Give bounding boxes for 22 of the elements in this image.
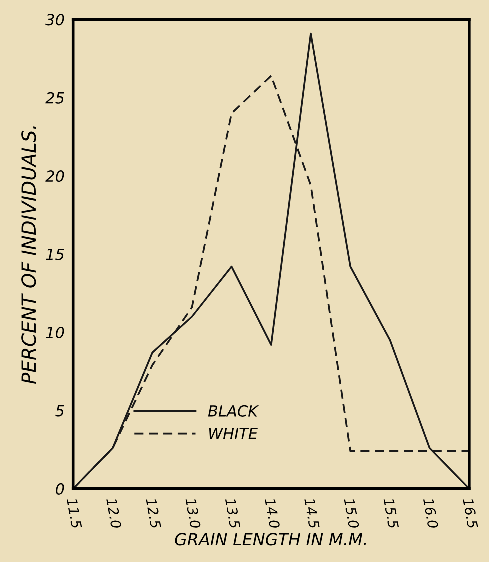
- x-tick-label: 16.5: [462, 498, 478, 529]
- x-tick-label: 15.0: [344, 498, 360, 529]
- x-tick-label: 15.5: [384, 498, 399, 529]
- x-tick-label: 14.0: [264, 498, 280, 529]
- y-tick-label: 0: [56, 483, 64, 495]
- x-tick-label: 11.5: [66, 498, 82, 529]
- legend-label: WHITE: [209, 428, 258, 440]
- x-tick-label: 16.0: [423, 498, 439, 529]
- y-tick-label: 10: [46, 326, 64, 339]
- y-tick-label: 25: [46, 92, 64, 104]
- x-tick-label: 14.5: [304, 498, 320, 529]
- x-tick-label: 13.5: [225, 498, 241, 529]
- x-axis-title: GRAIN LENGTH IN M.M.: [175, 533, 366, 546]
- x-tick-label: 12.0: [106, 498, 122, 529]
- y-tick-label: 30: [46, 14, 64, 26]
- x-tick-label: 12.5: [146, 498, 162, 529]
- legend-label: BLACK: [208, 405, 260, 417]
- y-axis-title: PERCENT OF INDIVIDUALS.: [22, 126, 36, 384]
- y-tick-label: 15: [46, 248, 64, 260]
- x-tick-label: 13.0: [186, 498, 202, 529]
- y-tick-label: 20: [46, 170, 64, 182]
- y-tick-label: 5: [56, 405, 64, 417]
